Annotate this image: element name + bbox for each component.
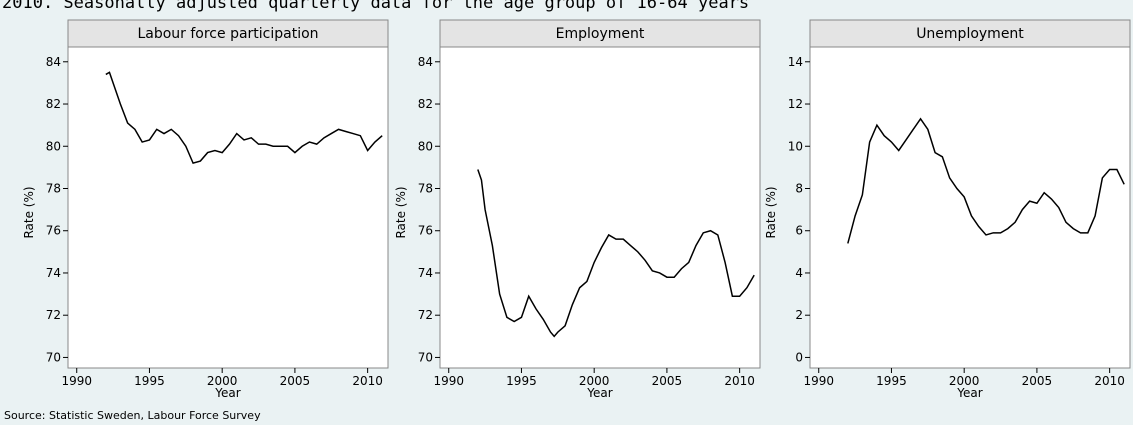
data-line <box>105 71 383 165</box>
y-tick-label: 72 <box>418 308 433 322</box>
title-strip <box>809 19 1131 48</box>
x-tick-label: 1990 <box>433 374 464 388</box>
y-axis-label: Rate (%) <box>394 186 408 238</box>
y-tick-label: 84 <box>46 55 61 69</box>
x-tick-label: 2000 <box>579 374 610 388</box>
data-line <box>477 169 755 338</box>
y-tick-label: 82 <box>418 97 433 111</box>
panel-title: Labour force participation <box>137 26 318 42</box>
y-tick-label: 80 <box>46 139 61 153</box>
x-tick-label: 1995 <box>506 374 537 388</box>
plot-area <box>439 46 761 369</box>
plot-area <box>809 46 1131 369</box>
y-tick-label: 10 <box>788 139 803 153</box>
y-tick-label: 74 <box>46 266 61 280</box>
x-tick-label: 2010 <box>1094 374 1125 388</box>
y-tick-label: 70 <box>418 350 433 364</box>
y-tick-label: 76 <box>46 224 61 238</box>
data-line <box>847 117 1125 244</box>
y-axis-label: Rate (%) <box>22 186 36 238</box>
x-tick-label: 2000 <box>949 374 980 388</box>
y-tick-label: 78 <box>46 181 61 195</box>
x-tick-label: 1990 <box>61 374 92 388</box>
x-tick-label: 1995 <box>134 374 165 388</box>
x-axis-label: Year <box>214 386 240 400</box>
y-axis-label: Rate (%) <box>764 186 778 238</box>
y-tick-label: 14 <box>788 55 803 69</box>
panel-title: Employment <box>556 26 645 42</box>
plot-area <box>67 46 389 369</box>
y-tick-label: 80 <box>418 139 433 153</box>
x-tick-label: 2000 <box>207 374 238 388</box>
x-axis-label: Year <box>586 386 612 400</box>
x-axis-label: Year <box>956 386 982 400</box>
x-tick-label: 2005 <box>1022 374 1053 388</box>
y-tick-label: 76 <box>418 224 433 238</box>
panel-title: Unemployment <box>916 26 1024 42</box>
x-tick-label: 2010 <box>724 374 755 388</box>
y-tick-label: 0 <box>795 350 803 364</box>
x-tick-label: 2010 <box>352 374 383 388</box>
y-tick-label: 6 <box>795 224 803 238</box>
y-tick-label: 70 <box>46 350 61 364</box>
x-tick-label: 2005 <box>652 374 683 388</box>
y-tick-label: 8 <box>795 181 803 195</box>
x-tick-label: 2005 <box>280 374 311 388</box>
y-tick-label: 74 <box>418 266 433 280</box>
y-tick-label: 12 <box>788 97 803 111</box>
header: 2010. Seasonally adjusted quarterly data… <box>2 0 749 13</box>
y-tick-label: 82 <box>46 97 61 111</box>
x-tick-label: 1995 <box>876 374 907 388</box>
title-strip <box>67 19 389 48</box>
y-tick-label: 2 <box>795 308 803 322</box>
y-tick-label: 84 <box>418 55 433 69</box>
y-tick-label: 4 <box>795 266 803 280</box>
x-tick-label: 1990 <box>803 374 834 388</box>
source: Source: Statistic Sweden, Labour Force S… <box>4 409 261 422</box>
y-tick-label: 72 <box>46 308 61 322</box>
y-tick-label: 78 <box>418 181 433 195</box>
title-strip <box>439 19 761 48</box>
